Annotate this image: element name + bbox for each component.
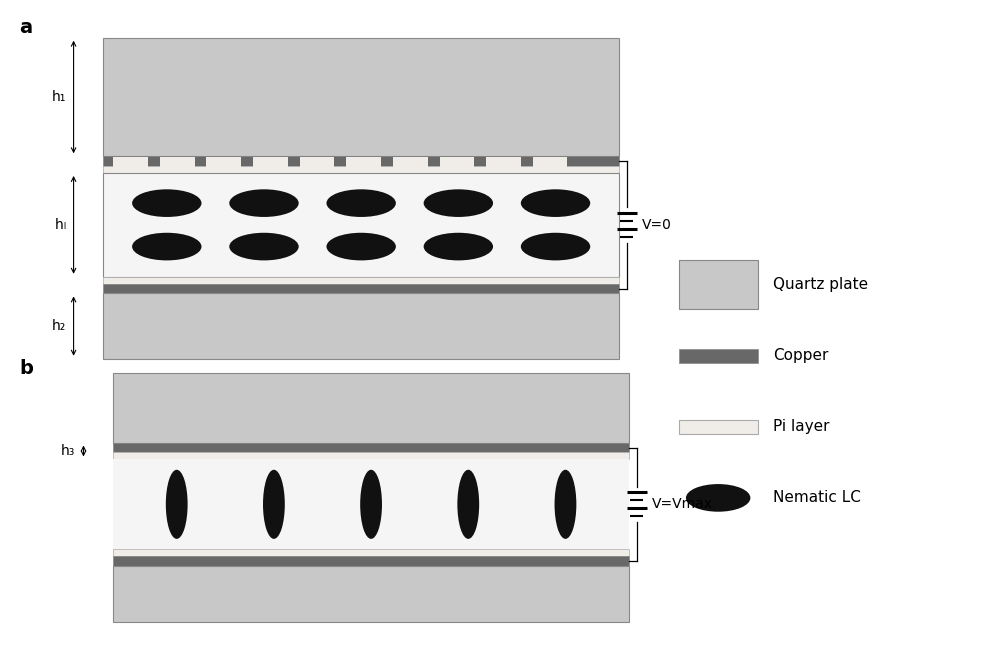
Text: V=Vmax: V=Vmax: [652, 497, 713, 511]
Ellipse shape: [686, 484, 750, 512]
Ellipse shape: [132, 189, 202, 217]
Bar: [103, 38, 619, 156]
Ellipse shape: [521, 189, 590, 217]
Bar: [113, 157, 148, 172]
Bar: [113, 452, 629, 459]
Bar: [300, 157, 334, 172]
Text: b: b: [19, 359, 33, 378]
Ellipse shape: [132, 233, 202, 260]
Text: Nematic LC: Nematic LC: [773, 491, 861, 505]
Text: Pi layer: Pi layer: [773, 419, 829, 434]
Text: hₗ⁣: hₗ⁣: [55, 218, 66, 232]
Ellipse shape: [360, 469, 382, 539]
Bar: [103, 156, 619, 166]
Text: V=0: V=0: [642, 218, 672, 232]
Text: Copper: Copper: [773, 348, 828, 363]
Bar: [103, 173, 619, 277]
Bar: [679, 420, 758, 434]
Bar: [393, 157, 428, 172]
Text: h₂: h₂: [51, 319, 66, 333]
Bar: [253, 157, 288, 172]
Bar: [103, 284, 619, 293]
Bar: [103, 166, 619, 173]
Ellipse shape: [229, 189, 299, 217]
Bar: [206, 157, 241, 172]
Bar: [679, 349, 758, 363]
Ellipse shape: [521, 233, 590, 260]
Text: a: a: [19, 18, 32, 37]
Ellipse shape: [424, 233, 493, 260]
Bar: [113, 459, 629, 549]
Bar: [440, 157, 474, 172]
Bar: [113, 556, 629, 566]
Ellipse shape: [166, 469, 188, 539]
Bar: [103, 293, 619, 359]
Ellipse shape: [326, 189, 396, 217]
Bar: [533, 157, 567, 172]
Ellipse shape: [457, 469, 479, 539]
Bar: [160, 157, 195, 172]
Bar: [679, 260, 758, 309]
Text: h₃: h₃: [61, 444, 76, 458]
Text: h₁: h₁: [51, 90, 66, 104]
Bar: [113, 549, 629, 556]
Ellipse shape: [555, 469, 576, 539]
Ellipse shape: [263, 469, 285, 539]
Ellipse shape: [326, 233, 396, 260]
Bar: [103, 277, 619, 284]
Bar: [113, 566, 629, 622]
Bar: [113, 443, 629, 452]
Ellipse shape: [424, 189, 493, 217]
Ellipse shape: [229, 233, 299, 260]
Bar: [486, 157, 521, 172]
Bar: [113, 373, 629, 443]
Text: Quartz plate: Quartz plate: [773, 277, 868, 292]
Bar: [346, 157, 381, 172]
